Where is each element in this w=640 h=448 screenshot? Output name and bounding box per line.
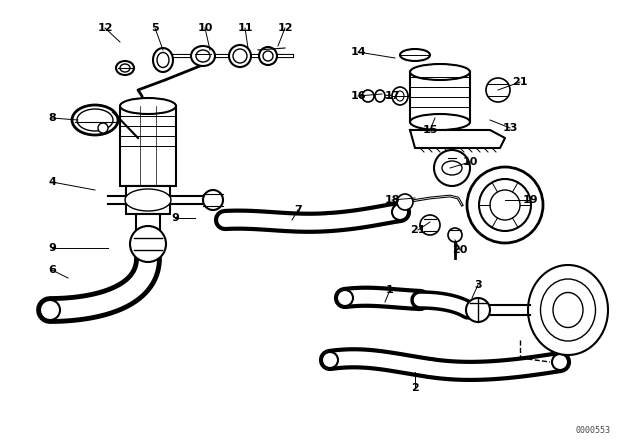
Ellipse shape — [125, 189, 171, 211]
Ellipse shape — [392, 87, 408, 105]
Circle shape — [434, 150, 470, 186]
Text: 13: 13 — [502, 123, 518, 133]
Text: 12: 12 — [97, 23, 113, 33]
Circle shape — [467, 167, 543, 243]
Ellipse shape — [410, 114, 470, 130]
Circle shape — [40, 300, 60, 320]
Ellipse shape — [229, 45, 251, 67]
Ellipse shape — [116, 61, 134, 75]
Ellipse shape — [362, 90, 374, 102]
Text: 5: 5 — [151, 23, 159, 33]
Text: 12: 12 — [277, 23, 292, 33]
Circle shape — [448, 228, 462, 242]
Text: 15: 15 — [422, 125, 438, 135]
Bar — [410, 72, 470, 122]
Ellipse shape — [120, 98, 176, 114]
Text: 16: 16 — [350, 91, 366, 101]
Text: 1: 1 — [386, 285, 394, 295]
Text: 6: 6 — [48, 265, 56, 275]
Circle shape — [486, 78, 510, 102]
Circle shape — [98, 123, 108, 133]
Text: 8: 8 — [48, 113, 56, 123]
Circle shape — [322, 352, 338, 368]
Ellipse shape — [196, 50, 210, 62]
Circle shape — [397, 194, 413, 210]
Ellipse shape — [77, 109, 113, 131]
Ellipse shape — [233, 49, 247, 63]
Text: 14: 14 — [350, 47, 366, 57]
Circle shape — [420, 215, 440, 235]
Text: 21: 21 — [512, 77, 528, 87]
Text: 0000553: 0000553 — [575, 426, 610, 435]
Text: 20: 20 — [452, 245, 468, 255]
Ellipse shape — [153, 48, 173, 72]
Text: 18: 18 — [384, 195, 400, 205]
Text: 21: 21 — [410, 225, 426, 235]
Ellipse shape — [72, 105, 118, 135]
Text: 4: 4 — [48, 177, 56, 187]
Ellipse shape — [263, 51, 273, 61]
Circle shape — [552, 354, 568, 370]
Ellipse shape — [541, 279, 595, 341]
Circle shape — [203, 190, 223, 210]
Bar — [136, 214, 160, 236]
Text: 11: 11 — [237, 23, 253, 33]
Circle shape — [466, 298, 490, 322]
Text: 10: 10 — [462, 157, 477, 167]
Text: 9: 9 — [48, 243, 56, 253]
Ellipse shape — [157, 52, 169, 68]
Ellipse shape — [410, 64, 470, 80]
Circle shape — [479, 179, 531, 231]
Text: 3: 3 — [474, 280, 482, 290]
Bar — [120, 106, 176, 186]
Ellipse shape — [553, 293, 583, 327]
Text: 19: 19 — [522, 195, 538, 205]
Ellipse shape — [375, 90, 385, 102]
Circle shape — [337, 290, 353, 306]
Circle shape — [392, 204, 408, 220]
Ellipse shape — [442, 161, 462, 175]
Bar — [126, 186, 170, 214]
Ellipse shape — [191, 46, 215, 66]
Ellipse shape — [400, 49, 430, 61]
Text: 10: 10 — [197, 23, 212, 33]
Polygon shape — [410, 130, 505, 148]
Ellipse shape — [120, 64, 130, 72]
Ellipse shape — [396, 91, 404, 101]
Ellipse shape — [528, 265, 608, 355]
Circle shape — [130, 226, 166, 262]
Ellipse shape — [259, 47, 277, 65]
Text: 7: 7 — [294, 205, 302, 215]
Text: 9: 9 — [171, 213, 179, 223]
Text: 2: 2 — [411, 383, 419, 393]
Text: 17: 17 — [384, 91, 400, 101]
Circle shape — [490, 190, 520, 220]
